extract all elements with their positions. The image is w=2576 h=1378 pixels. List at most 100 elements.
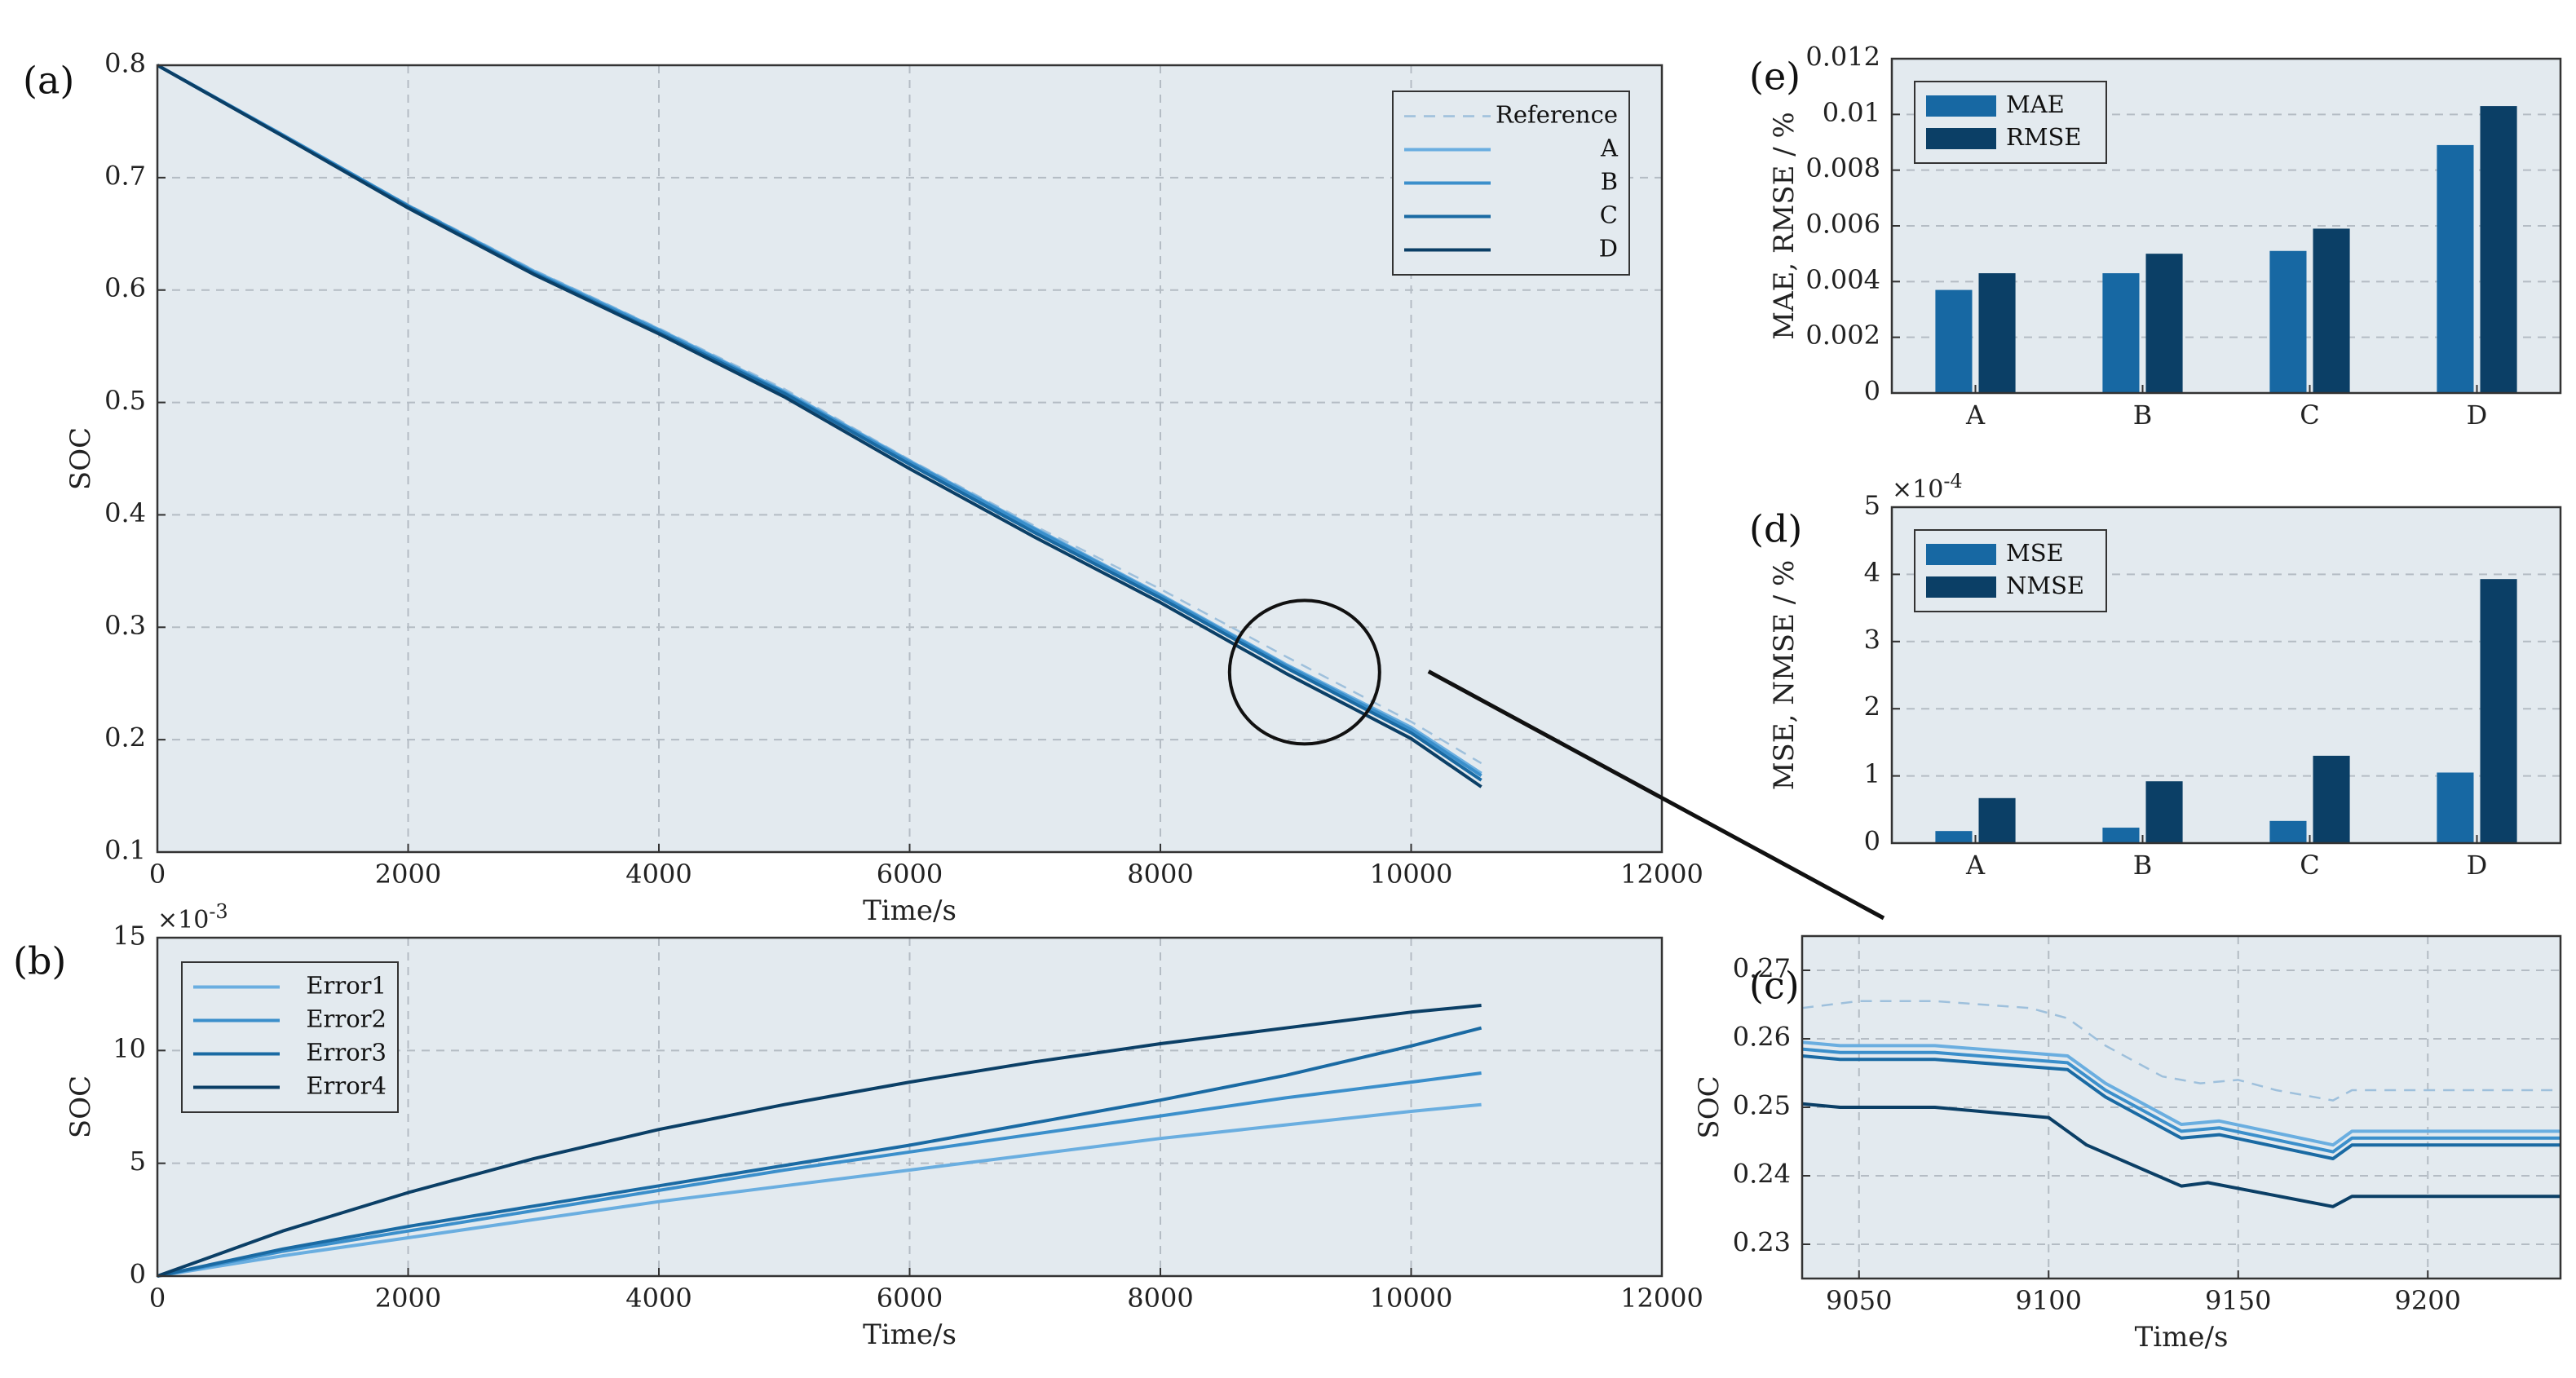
x-tick-label: 10000 [1370,859,1453,890]
series-line-error1 [157,1102,1482,1278]
multiplier-base: ×10 [157,906,209,934]
y-tick-label: 0.7 [104,160,146,191]
y-tick-label: 0.3 [104,610,146,641]
series-line-error3 [157,1026,1482,1278]
bar-mae-c [2269,250,2307,393]
x-tick-label: 2000 [375,1283,441,1314]
x-tick-label: C [2300,850,2319,881]
legend-label-rmse: RMSE [2006,123,2082,151]
legend-swatch-mse [1926,544,1996,565]
x-tick-label: B [2133,400,2153,431]
y-tick-label: 0.23 [1733,1227,1791,1258]
y-tick-label: 0.26 [1733,1022,1791,1053]
multiplier-base: ×10 [1892,475,1943,504]
y-tick-label: 0.006 [1805,209,1880,240]
x-tick-label: 0 [149,859,166,890]
panel-label: (d) [1749,506,1802,550]
bar-rmse-a [1978,273,2016,393]
bar-nmse-c [2313,755,2350,843]
x-tick-label: D [2467,400,2488,431]
y-tick-label: 0 [1864,376,1880,407]
series-line-reference [1801,1000,2561,1102]
bar-mae-b [2102,273,2140,393]
bar-nmse-a [1978,797,2016,843]
y-tick-label: 0.8 [104,48,146,79]
panel-d-mse-nmse: (d) 0 1 2 3 4 5 A B C D MSE, NMSE / % ×10-4 MSE NMSE [1749,470,2562,881]
y-tick-label: 3 [1864,624,1880,655]
y-tick-label: 2 [1864,691,1880,722]
series-line-error4 [157,1004,1482,1278]
zoom-circle [1227,598,1381,746]
y-tick-label: 10 [113,1033,146,1064]
bar-mse-b [2102,828,2140,843]
x-tick-label: 0 [149,1283,166,1314]
y-tick-label: 0.004 [1805,264,1880,295]
x-tick-label: 9200 [2395,1285,2461,1316]
x-tick-label: B [2133,850,2153,881]
x-tick-label: 4000 [625,1283,691,1314]
axes-frame [156,936,1664,1278]
bar-mae-d [2437,144,2474,393]
x-tick-label: 2000 [375,859,441,890]
legend-box [1914,81,2107,164]
legend-label-c: C [1600,201,1618,229]
bar-rmse-c [2313,228,2350,393]
bar-mse-d [2437,772,2474,843]
legend-label-error4: Error4 [306,1072,387,1100]
legend-box [1914,529,2107,612]
bar-nmse-d [2480,579,2517,843]
x-axis-label: Time/s [863,894,957,927]
x-tick-label: 9150 [2205,1285,2271,1316]
y-tick-label: 0.6 [104,272,146,303]
legend-label-b: B [1601,168,1618,196]
y-tick-label: 0.1 [104,835,146,866]
legend-label-mae: MAE [2006,91,2065,118]
legend-swatch-rmse [1926,128,1996,149]
y-axis-label: MSE, NMSE / % [1768,560,1801,791]
y-tick-label: 1 [1864,758,1880,789]
y-axis-label: SOC [1693,1075,1725,1138]
bar-rmse-d [2480,106,2517,394]
panel-label: (a) [23,58,74,102]
x-tick-label: 8000 [1127,1283,1193,1314]
bar-mae-a [1935,289,1973,393]
panel-label: (e) [1749,54,1801,98]
y-tick-label: 0.002 [1805,320,1880,351]
x-tick-label: 6000 [877,859,943,890]
legend-label-error1: Error1 [306,972,387,1000]
y-tick-label: 0.012 [1805,42,1880,73]
x-tick-label: 12000 [1620,859,1703,890]
legend-label-mse: MSE [2006,539,2064,567]
y-axis-label: SOC [64,427,97,490]
panel-label: (b) [13,939,66,983]
bar-mse-a [1935,831,1973,843]
y-tick-label: 0.008 [1805,152,1880,183]
multiplier-exponent: -4 [1943,470,1962,492]
y-tick-label: 4 [1864,557,1880,588]
series-line-a [1801,1040,2561,1147]
multiplier-exponent: -3 [209,900,228,923]
y-tick-label: 0.01 [1823,97,1880,128]
legend: Error1 Error2 Error3 Error4 [181,961,399,1113]
panel-b-error-time: (b) 0 5 10 15 0 2000 4000 6000 8000 10000 12000 Time… [13,900,1703,1351]
axis-multiplier: ×10-3 [157,900,228,934]
legend-label-error2: Error2 [306,1005,387,1033]
axes-frame [1890,506,2562,845]
series-line-error2 [157,1071,1482,1278]
legend: MSE NMSE [1914,529,2107,612]
zoom-connector [1427,669,1885,921]
legend-label-reference: Reference [1496,101,1618,129]
y-tick-label: 0.2 [104,722,146,753]
y-tick-label: 0.4 [104,497,146,528]
x-tick-label: 10000 [1370,1283,1453,1314]
x-tick-label: 9050 [1826,1285,1892,1316]
y-tick-label: 0 [1864,826,1880,857]
y-tick-label: 0 [130,1259,146,1290]
y-tick-label: 0.24 [1733,1159,1791,1190]
x-tick-label: A [1965,850,1986,881]
x-axis-label: Time/s [863,1318,957,1351]
x-tick-label: 4000 [625,859,691,890]
legend-swatch-nmse [1926,576,1996,598]
y-tick-label: 15 [113,921,146,952]
